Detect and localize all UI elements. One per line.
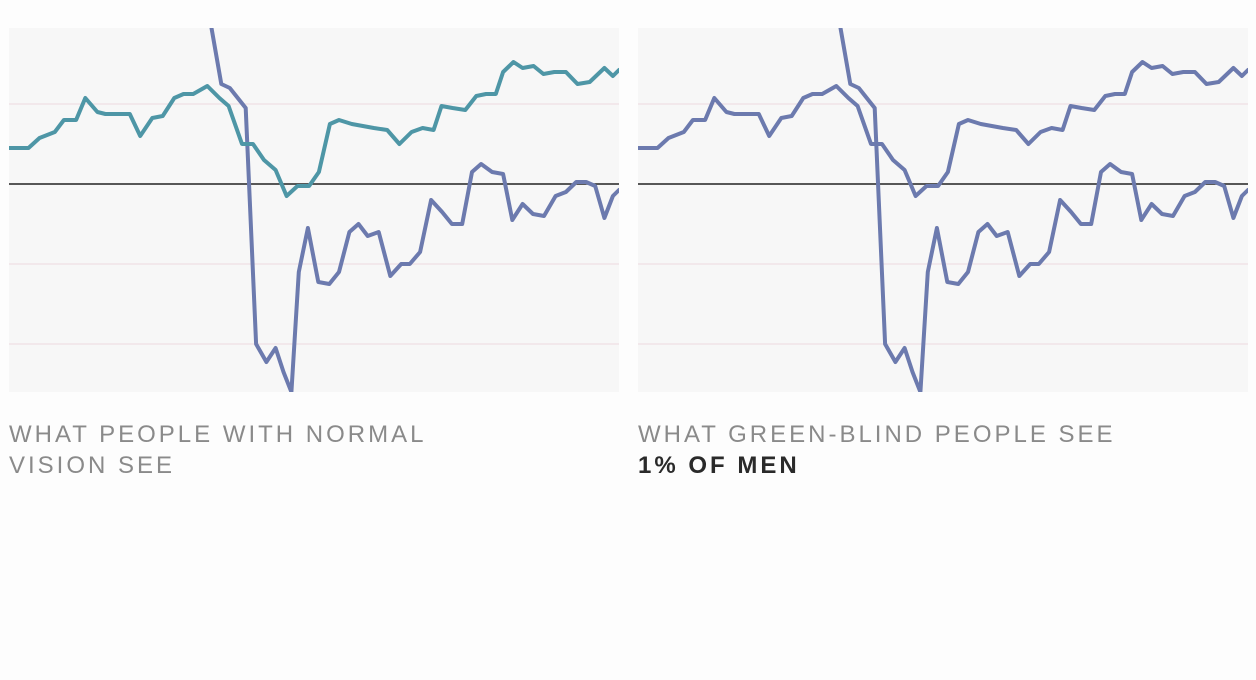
normal-vision-caption: WHAT PEOPLE WITH NORMAL VISION SEE [9,419,619,481]
normal-vision-panel: WHAT PEOPLE WITH NORMAL VISION SEE [9,28,619,481]
series-line-1 [209,28,619,392]
green-blind-caption: WHAT GREEN-BLIND PEOPLE SEE 1% OF MEN [638,419,1248,481]
series-line-2 [9,60,619,198]
caption-line-1: WHAT PEOPLE WITH NORMAL [9,421,427,448]
green-blind-panel: WHAT GREEN-BLIND PEOPLE SEE 1% OF MEN [638,28,1248,481]
normal-vision-chart [9,28,619,392]
caption-population-share: 1% OF MEN [638,452,800,479]
green-blind-chart [638,28,1248,392]
caption-line-1: WHAT GREEN-BLIND PEOPLE SEE [638,421,1116,448]
series-line-1 [838,28,1248,392]
caption-line-2: VISION SEE [9,452,176,479]
series-line-2 [638,60,1248,198]
